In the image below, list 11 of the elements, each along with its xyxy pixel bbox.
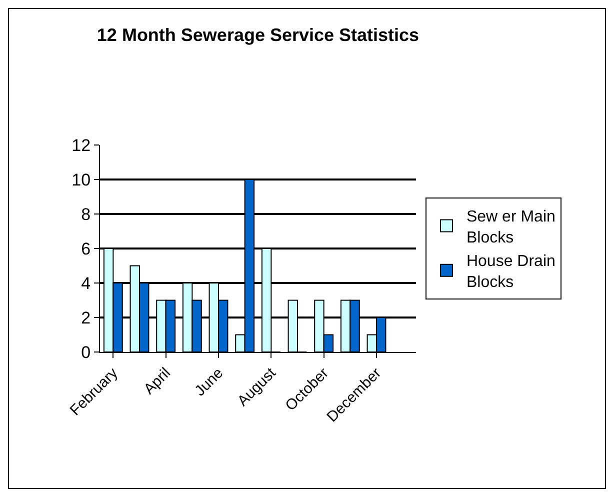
legend-label: House Drain Blocks: [466, 253, 556, 292]
y-tick-label: 12: [72, 136, 91, 155]
y-tick-label: 10: [72, 170, 91, 190]
y-tick-label: 6: [81, 239, 91, 258]
x-tick-label: June: [192, 364, 227, 400]
y-tick-label: 0: [81, 342, 91, 362]
y-tick-label: 8: [81, 204, 91, 224]
y-tick-label: 4: [81, 274, 91, 293]
chart-title: 12 Month Sewerage Service Statistics: [96, 25, 420, 46]
y-tick-label: 2: [81, 308, 91, 328]
legend-label: Sew er Main Blocks: [466, 208, 556, 246]
